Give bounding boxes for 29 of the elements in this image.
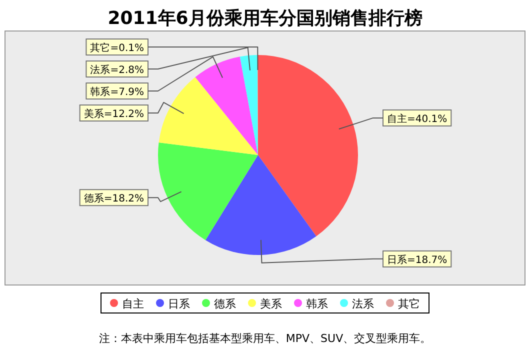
data-label: 美系=12.2%	[84, 108, 144, 120]
legend-label: 韩系	[306, 298, 328, 310]
pie-slice	[158, 77, 258, 155]
legend-label: 美系	[260, 298, 282, 310]
legend-label: 法系	[352, 298, 374, 310]
text: 注：本表中乘用车包括基本型乘用车、MPV、SUV、交叉型乘用车。	[98, 332, 432, 345]
chart-title: 2011年6月份乘用车分国别销售排行榜	[108, 8, 422, 29]
data-label: 自主=40.1%	[387, 112, 448, 125]
pie-slice	[240, 55, 258, 155]
legend-label: 其它	[398, 298, 420, 310]
legend-label: 自主	[122, 298, 144, 310]
data-label: 其它=0.1%	[90, 42, 144, 54]
legend-label: 德系	[214, 298, 236, 310]
label: 韩系=7.9%	[86, 82, 148, 100]
data-label: 日系=18.7%	[387, 254, 448, 266]
label: 美系=12.2%	[79, 104, 148, 122]
data-label: 法系=2.8%	[90, 64, 144, 76]
label: 其它=0.1%	[86, 38, 148, 56]
legend-label: 日系	[168, 298, 190, 310]
label: 自主=40.1%	[382, 109, 452, 126]
data-label: 德系=18.2%	[84, 192, 144, 205]
pie-slice	[158, 142, 258, 240]
label: 法系=2.8%	[86, 60, 148, 78]
data-label: 韩系=7.9%	[90, 86, 144, 98]
pie-slice	[195, 56, 258, 155]
pie-slice	[258, 55, 358, 236]
label: 德系=18.2%	[79, 189, 148, 206]
label: 日系=18.7%	[382, 250, 452, 268]
pie-slice	[205, 155, 316, 255]
